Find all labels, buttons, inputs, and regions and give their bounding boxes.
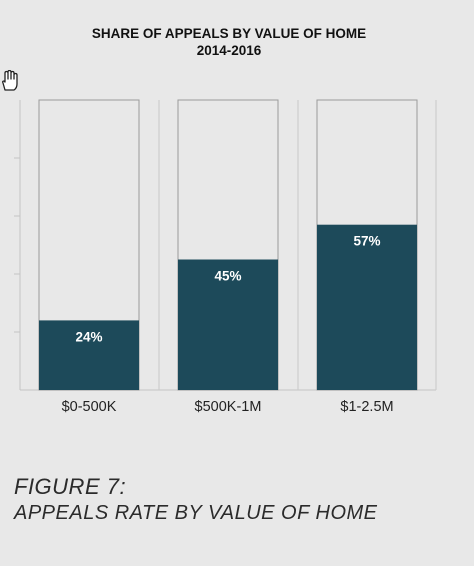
bars: 24% $0-500K 45% $500K-1M 57% $1-2.5M <box>38 99 418 415</box>
hand-cursor-icon <box>0 69 20 97</box>
chart-title: SHARE OF APPEALS BY VALUE OF HOME <box>92 26 366 41</box>
figure-caption: FIGURE 7: APPEALS RATE BY VALUE OF HOME <box>14 474 378 526</box>
bar <box>317 224 417 390</box>
bar <box>178 259 278 390</box>
figure-number: FIGURE 7: <box>14 474 127 499</box>
chart-subtitle: 2014-2016 <box>197 43 262 58</box>
bar <box>39 320 139 390</box>
chart: SHARE OF APPEALS BY VALUE OF HOME 2014-2… <box>14 26 437 415</box>
x-tick-label: $500K-1M <box>195 399 262 415</box>
x-tick-label: $1-2.5M <box>340 399 393 415</box>
x-tick-label: $0-500K <box>62 399 117 415</box>
data-label: 57% <box>353 234 380 249</box>
figure-description: APPEALS RATE BY VALUE OF HOME <box>14 502 378 524</box>
data-label: 45% <box>214 269 241 284</box>
data-label: 24% <box>75 329 102 344</box>
